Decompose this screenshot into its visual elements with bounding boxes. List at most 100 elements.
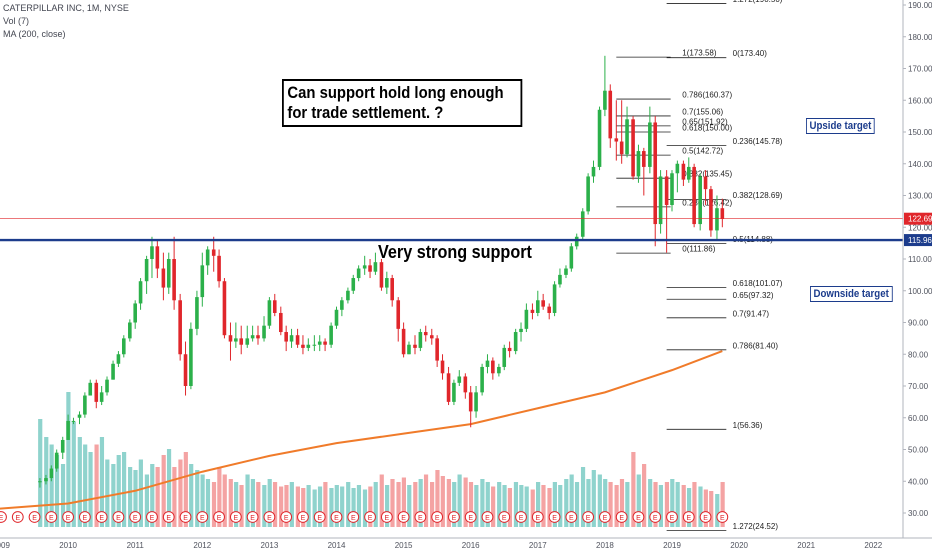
- volume-bar: [205, 479, 211, 527]
- volume-bar: [658, 485, 663, 527]
- volume-indicator-label[interactable]: Vol (7): [3, 16, 30, 26]
- candle-body: [189, 328, 193, 386]
- candle-body: [703, 176, 708, 190]
- earnings-marker-letter: E: [401, 515, 406, 522]
- earnings-marker: [297, 511, 309, 523]
- earnings-marker: [196, 511, 209, 523]
- symbol-title[interactable]: CATERPILLAR INC, 1M, NYSE: [3, 3, 129, 13]
- volume-bar: [418, 479, 423, 527]
- candle-body: [608, 90, 613, 139]
- volume-bar: [452, 482, 457, 527]
- earnings-marker-letter: E: [686, 515, 691, 522]
- candle-body: [720, 208, 725, 219]
- volume-bar: [94, 444, 99, 527]
- candle-body: [272, 300, 277, 313]
- volume-bar: [648, 479, 653, 527]
- earnings-marker: [716, 511, 729, 523]
- earnings-marker-letter: E: [720, 515, 725, 522]
- candle-body: [642, 151, 646, 167]
- volume-bar: [558, 485, 563, 527]
- volume-bar: [189, 464, 194, 527]
- price-tick-label: 130.00: [908, 192, 932, 201]
- earnings-marker-letter: E: [435, 515, 440, 522]
- time-tick-label: 2020: [730, 541, 748, 550]
- earnings-marker-letter: E: [250, 515, 255, 522]
- candle-body: [558, 274, 562, 285]
- price-tick-label: 190.00: [908, 1, 932, 10]
- candle-body: [329, 325, 333, 345]
- price-tick-label: 150.00: [908, 128, 932, 137]
- volume-bar: [642, 464, 647, 527]
- fib-level-label: 0.382(128.69): [733, 191, 783, 200]
- earnings-marker-letter: E: [15, 515, 20, 522]
- volume-bar: [256, 482, 261, 527]
- volume-bar: [390, 479, 395, 527]
- candle-body: [279, 312, 283, 333]
- volume-bar: [144, 474, 150, 527]
- earnings-marker-letter: E: [502, 515, 507, 522]
- volume-bar: [250, 479, 256, 527]
- earnings-marker: [615, 511, 628, 523]
- volume-bar: [468, 482, 474, 527]
- volume-bar: [586, 479, 591, 527]
- candle-body: [239, 338, 244, 345]
- earnings-marker-letter: E: [267, 515, 272, 522]
- volume-bar: [183, 452, 188, 527]
- volume-bar: [715, 494, 720, 527]
- volume-bar: [195, 470, 200, 527]
- candle-body: [401, 328, 406, 355]
- last-price-tag-label: 122.69: [908, 215, 932, 224]
- candle-body: [301, 344, 305, 348]
- earnings-marker: [330, 511, 343, 523]
- volume-bar: [547, 488, 552, 527]
- earnings-marker: [62, 511, 74, 523]
- candle-body: [681, 163, 686, 180]
- fib-level-label: 1.272(24.52): [733, 522, 779, 531]
- candle-body: [356, 268, 361, 279]
- earnings-marker: [146, 511, 158, 523]
- volume-bar: [536, 482, 541, 527]
- volume-bar: [379, 474, 384, 527]
- candle-body: [234, 338, 238, 342]
- volume-bar: [497, 482, 502, 527]
- volume-bar: [334, 485, 339, 527]
- earnings-marker: [263, 511, 276, 523]
- earnings-marker-letter: E: [0, 515, 4, 522]
- candle-body: [547, 306, 552, 313]
- volume-bar: [541, 485, 546, 527]
- candle-body: [446, 373, 451, 402]
- candle-body: [166, 259, 171, 288]
- candle-body: [440, 360, 445, 374]
- candle-body: [564, 268, 568, 275]
- candle-body: [88, 382, 93, 396]
- time-tick-label: 2019: [663, 541, 681, 550]
- candle-body: [200, 265, 205, 298]
- candle-body: [524, 309, 529, 329]
- candle-body: [144, 259, 149, 282]
- volume-bar: [524, 486, 529, 527]
- earnings-marker: [649, 511, 662, 523]
- earnings-marker: [464, 511, 477, 523]
- candle-body: [111, 363, 115, 380]
- candle-body: [396, 300, 401, 329]
- candle-body: [463, 376, 468, 393]
- volume-bar: [161, 455, 166, 527]
- earnings-marker-letter: E: [586, 515, 591, 522]
- candle-body: [83, 395, 87, 415]
- volume-bar: [200, 474, 205, 527]
- volume-bar: [446, 479, 451, 527]
- earnings-marker-letter: E: [234, 515, 239, 522]
- earnings-marker-letter: E: [519, 515, 524, 522]
- volume-bar: [267, 479, 272, 527]
- time-axis-background: [0, 538, 932, 550]
- earnings-marker-letter: E: [653, 515, 658, 522]
- earnings-marker: [179, 511, 192, 523]
- candle-body: [60, 439, 65, 453]
- candle-body: [379, 262, 384, 288]
- time-tick-label: 2009: [0, 541, 10, 550]
- volume-bar: [429, 482, 435, 527]
- ma-indicator-label[interactable]: MA (200, close): [3, 29, 66, 39]
- earnings-marker-letter: E: [552, 515, 557, 522]
